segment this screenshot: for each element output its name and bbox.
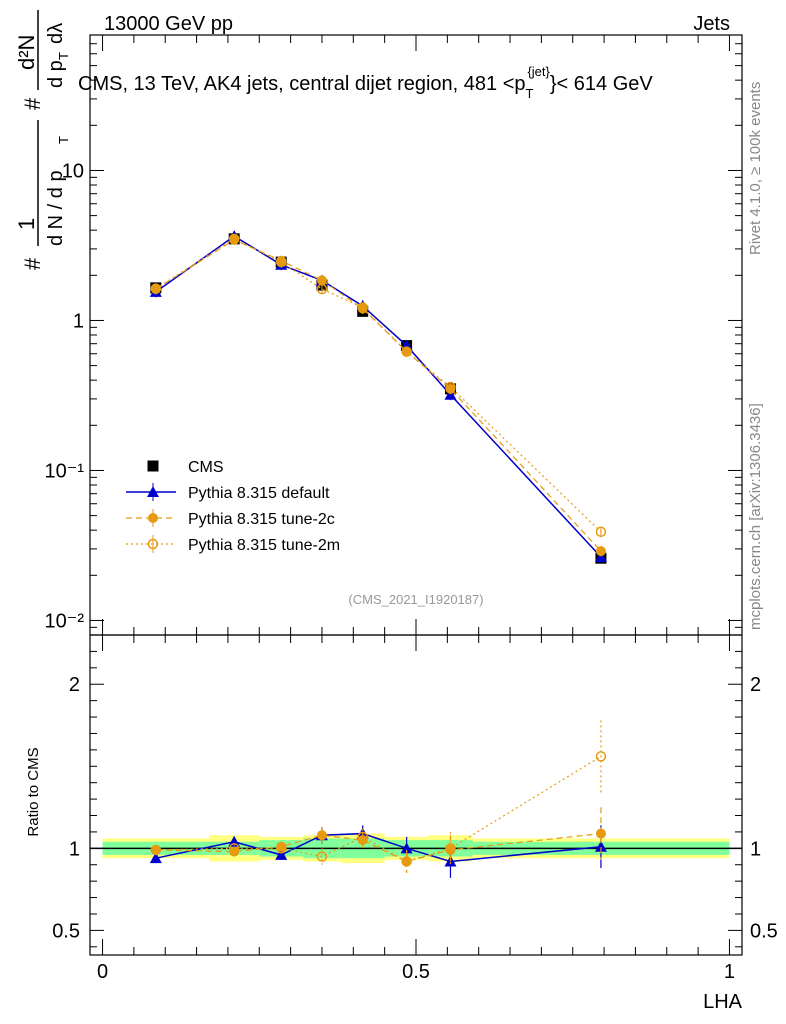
ratio-point-pythia-default xyxy=(275,848,288,860)
ylabel-d2n: d²N xyxy=(14,35,39,70)
rivet-label: Rivet 4.1.0, ≥ 100k events xyxy=(747,82,764,255)
ratio-point-pythia-tune-2m xyxy=(401,856,412,867)
ratio-point-pythia-default xyxy=(228,835,241,847)
ylabel-t1: T xyxy=(56,136,71,144)
legend-label-pythia-tune-2c: Pythia 8.315 tune-2c xyxy=(188,511,335,528)
main-ytick-label: 10⁻² xyxy=(45,610,85,632)
ylabel-dpt: d p xyxy=(45,60,67,88)
main-ytick-label: 10 xyxy=(62,160,84,182)
ratio-ytick-label: 1 xyxy=(69,838,80,860)
title-sub: T xyxy=(526,86,534,101)
header-right: Jets xyxy=(693,13,730,35)
xtick-label: 0.5 xyxy=(402,961,430,983)
ratio-line-pythia-default xyxy=(155,832,602,863)
title-tail: }< 614 GeV xyxy=(550,73,654,95)
ratio-ytick-label: 0.5 xyxy=(52,920,80,942)
ratio-ytick-label: 2 xyxy=(69,674,80,696)
main-ylabel: # 1 d N / d p T # d²N d p T dλ xyxy=(14,10,71,270)
ratio-point-pythia-tune-2c xyxy=(229,846,240,857)
xtick-label: 0 xyxy=(97,961,108,983)
main-line-pythia-default xyxy=(155,235,602,558)
ratio-point-pythia-tune-2c xyxy=(595,828,606,839)
xtick-label: 1 xyxy=(724,961,735,983)
header-left: 13000 GeV pp xyxy=(104,13,233,35)
ylabel-dlambda: dλ xyxy=(45,23,67,44)
ratio-point-pythia-tune-2c xyxy=(316,830,327,841)
plot-title: CMS, 13 TeV, AK4 jets, central dijet reg… xyxy=(78,64,653,101)
ratio-point-pythia-tune-2m xyxy=(445,843,456,854)
ratio-point-pythia-tune-2m xyxy=(150,844,162,856)
main-point-pythia-tune-2c xyxy=(595,546,606,557)
main-point-pythia-tune-2m xyxy=(445,381,456,393)
ratio-point-pythia-default xyxy=(400,842,413,854)
legend-marker-pythia-default xyxy=(147,486,159,497)
analysis-tag: (CMS_2021_I1920187) xyxy=(348,592,483,607)
main-point-pythia-tune-2m xyxy=(316,283,328,295)
legend-marker-CMS xyxy=(147,460,159,472)
ratio-point-pythia-tune-2m xyxy=(275,843,287,854)
legend-marker-pythia-tune-2c xyxy=(148,513,158,523)
legend: CMS Pythia 8.315 default Pythia 8.315 tune… xyxy=(126,459,340,554)
ratio-point-pythia-default xyxy=(149,852,162,864)
legend-label-pythia-default: Pythia 8.315 default xyxy=(188,485,330,502)
main-point-pythia-tune-2c xyxy=(316,275,327,286)
x-axis-label: LHA xyxy=(703,991,743,1013)
main-point-pythia-tune-2m xyxy=(595,526,607,538)
ylabel-one: 1 xyxy=(14,218,39,230)
ratio-line-pythia-tune-2m xyxy=(155,755,602,863)
main-line-pythia-tune-2c xyxy=(155,239,602,552)
ylabel-dn: d N / d p xyxy=(45,170,67,246)
legend-marker-pythia-tune-2m xyxy=(147,538,159,550)
ylabel-hash-1: # xyxy=(20,257,45,270)
main-point-pythia-tune-2m xyxy=(228,233,240,245)
main-ytick-label: 1 xyxy=(73,310,84,332)
title-sup: {jet} xyxy=(527,64,550,79)
ratio-ylabel: Ratio to CMS xyxy=(25,747,42,836)
main-ytick-label: 10⁻¹ xyxy=(45,460,85,482)
ratio-frame xyxy=(89,634,743,956)
ylabel-hash-2: # xyxy=(20,97,45,110)
ratio-point-pythia-default xyxy=(594,840,607,852)
ratio-point-pythia-tune-2m xyxy=(595,751,607,762)
ratio-point-pythia-tune-2m xyxy=(228,843,240,854)
ratio-point-pythia-tune-2m xyxy=(357,831,368,843)
ratio-line-pythia-tune-2c xyxy=(155,832,602,863)
ratio-ytick-label-right: 2 xyxy=(750,674,761,696)
mcplots-label: mcplots.cern.ch [arXiv:1306.3436] xyxy=(747,403,764,630)
main-line-pythia-tune-2m xyxy=(155,238,602,533)
title-main: CMS, 13 TeV, AK4 jets, central dijet reg… xyxy=(78,73,526,95)
ylabel-t2: T xyxy=(56,52,71,60)
main-point-pythia-tune-2m xyxy=(150,283,162,294)
main-point-pythia-tune-2m xyxy=(275,256,287,268)
legend-label-pythia-tune-2m: Pythia 8.315 tune-2m xyxy=(188,537,340,554)
legend-label-CMS: CMS xyxy=(188,459,224,476)
main-point-pythia-tune-2m xyxy=(357,302,368,313)
ratio-ytick-label-right: 0.5 xyxy=(750,920,778,942)
ratio-ytick-label-right: 1 xyxy=(750,838,761,860)
main-point-pythia-tune-2m xyxy=(401,346,412,357)
ratio-point-pythia-tune-2m xyxy=(316,851,328,862)
